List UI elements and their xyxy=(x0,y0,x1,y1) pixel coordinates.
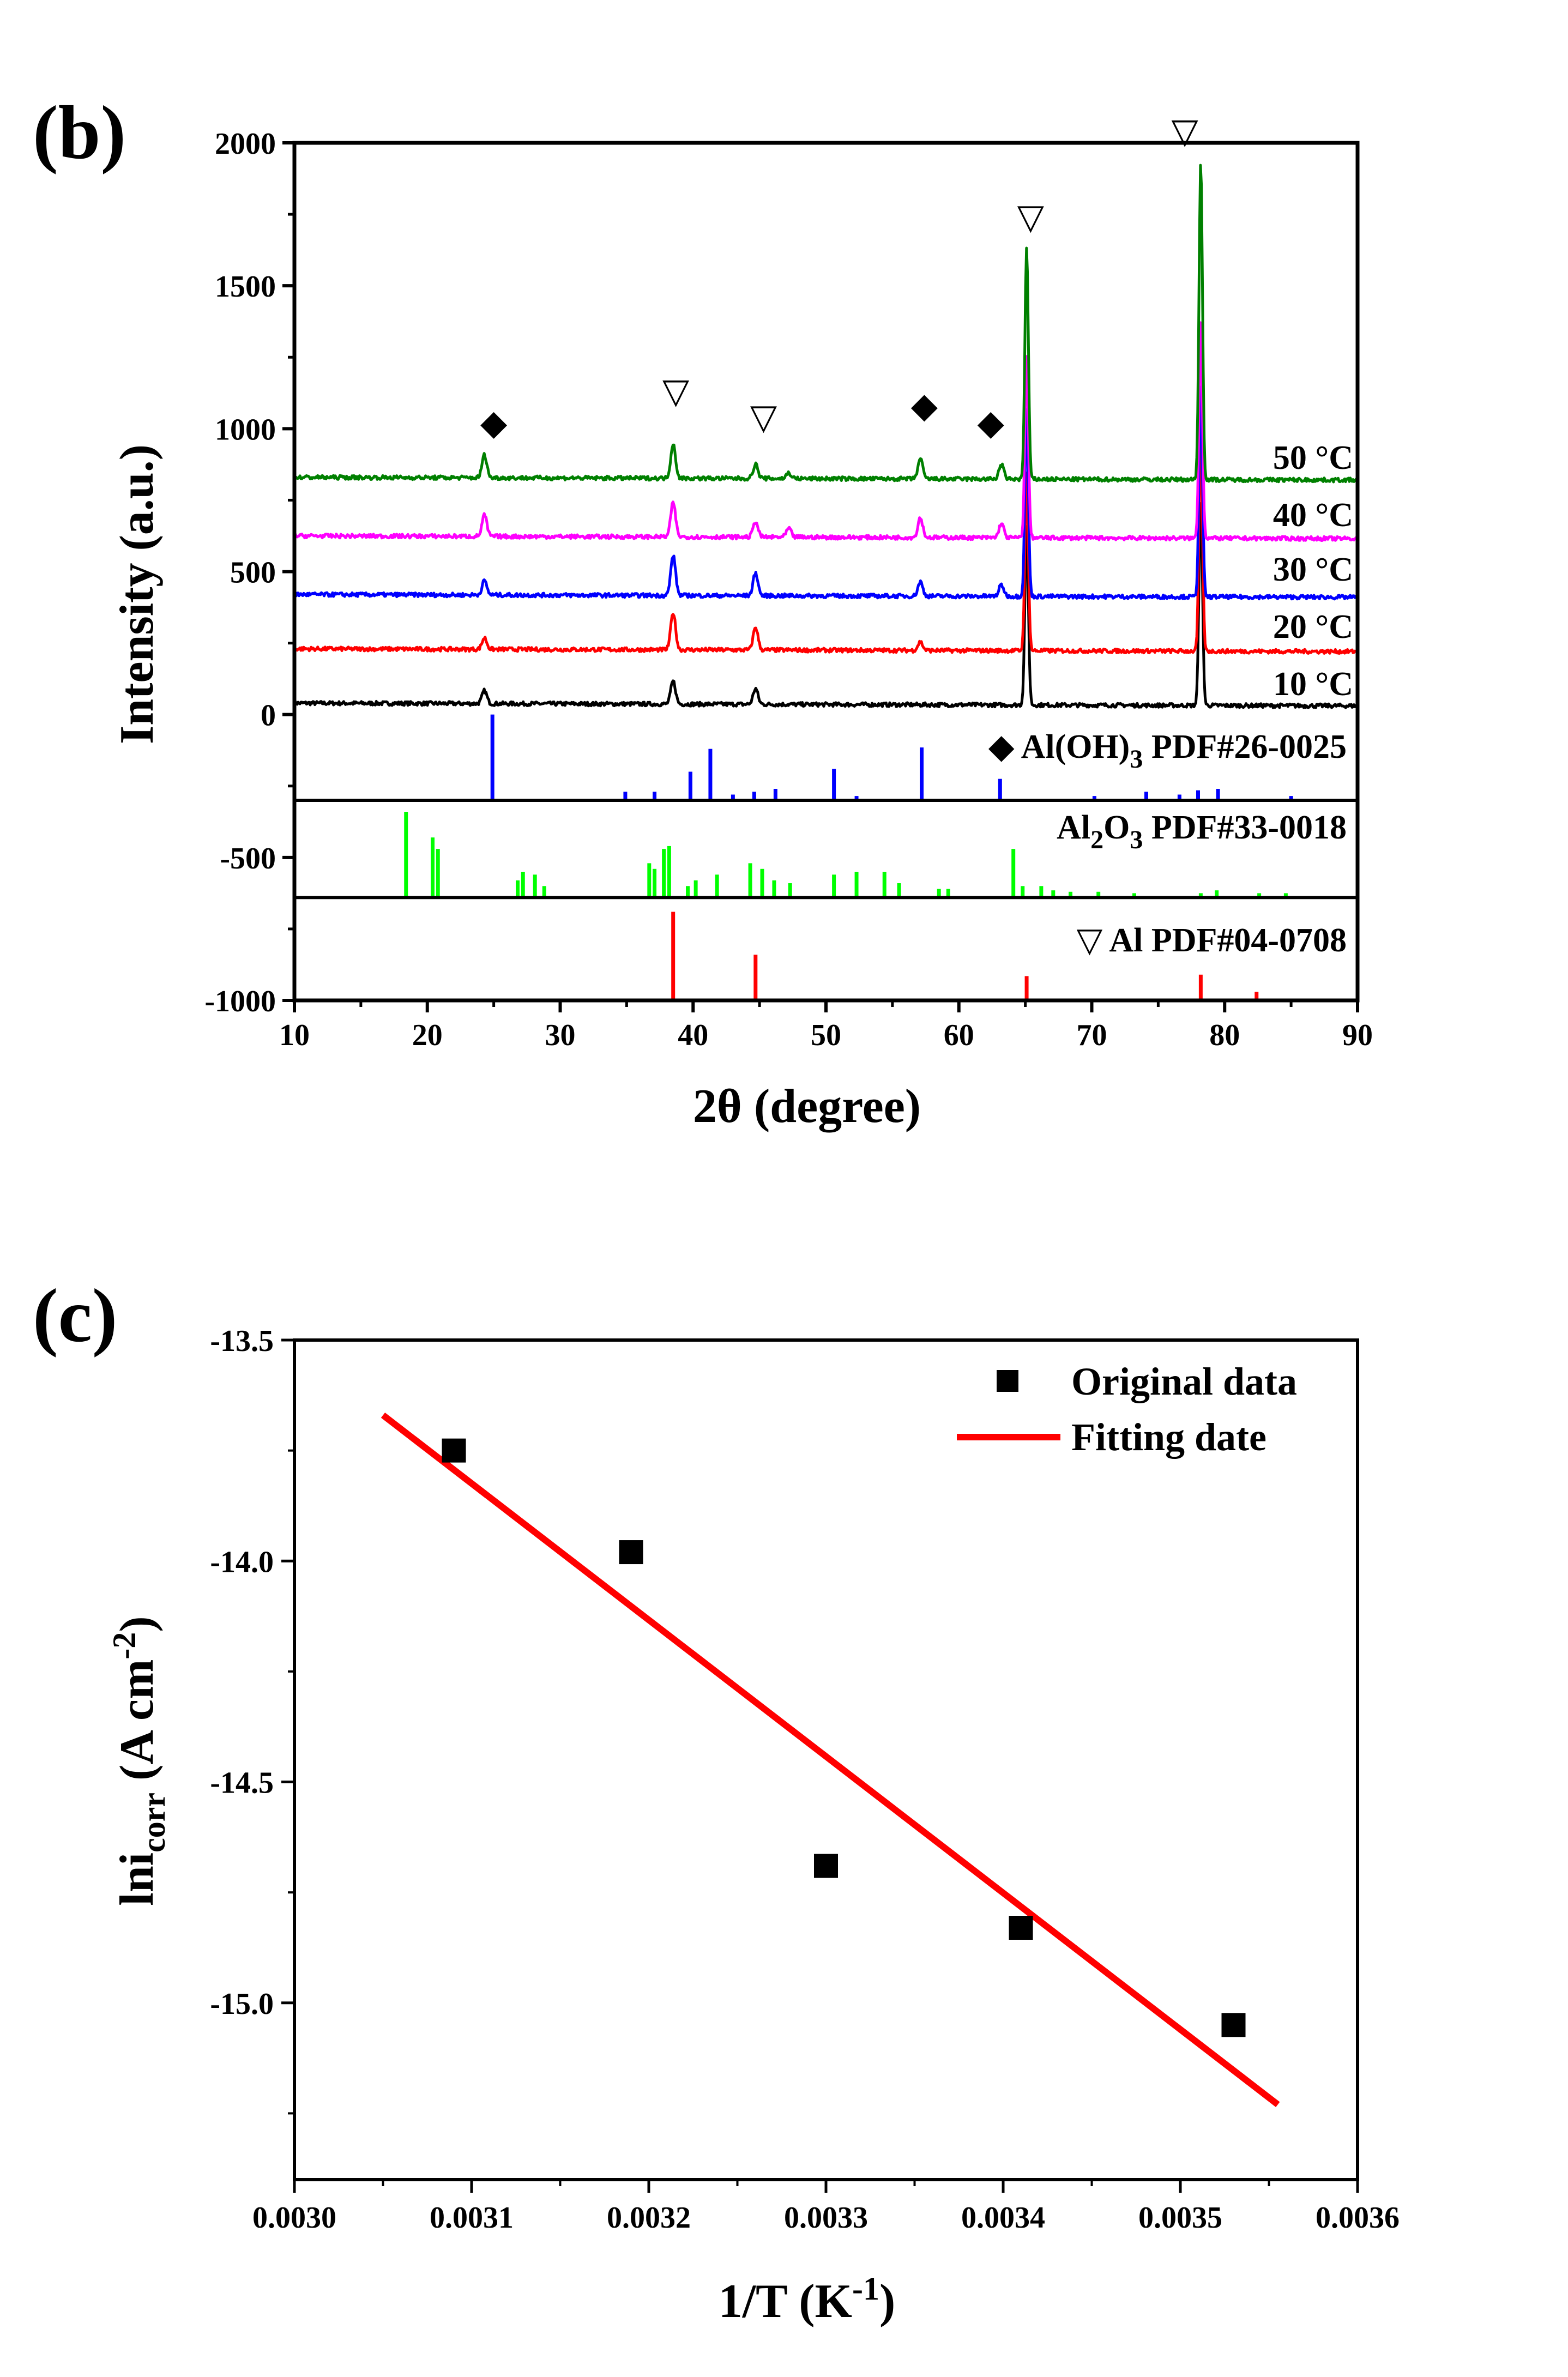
series-trace xyxy=(293,433,1358,655)
y-tick-label: -14.0 xyxy=(210,1545,274,1579)
reference-patterns xyxy=(294,714,1358,1000)
y-axis-title-b: Intensity (a.u.) xyxy=(111,444,164,744)
y-tick-label: -1000 xyxy=(204,985,276,1018)
series-labels: 10 °C 20 °C 30 °C 40 °C 50 °C xyxy=(1273,439,1353,703)
series-trace xyxy=(293,321,1358,542)
y-axis-ticks-c: -13.5 -14.0 -14.5 -15.0 xyxy=(210,1324,294,2115)
series-label: 40 °C xyxy=(1273,497,1353,534)
data-point xyxy=(814,1854,838,1878)
x-tick-label: 10 xyxy=(279,1018,310,1052)
x-axis-title-c: 1/T (K-1) xyxy=(719,2271,896,2328)
x-axis-title-b: 2θ (degree) xyxy=(693,1080,921,1133)
reference-label: Al2O3 PDF#33-0018 xyxy=(1057,809,1347,854)
x-tick-label: 40 xyxy=(678,1018,708,1052)
phase-marker: ◆ xyxy=(480,403,508,442)
phase-marker: ▽ xyxy=(750,397,777,436)
panel-label-c: (c) xyxy=(33,1274,117,1358)
x-tick-label: 90 xyxy=(1342,1018,1373,1052)
reference-label: ◆ Al(OH)3 PDF#26-0025 xyxy=(988,728,1347,774)
y-axis-ticks-b: 2000 1500 1000 500 0 -500 -1000 xyxy=(204,127,294,1018)
data-point xyxy=(1009,1916,1033,1940)
phase-marker: ▽ xyxy=(662,372,690,411)
reference-labels: ◆ Al(OH)3 PDF#26-0025 Al2O3 PDF#33-0018 ▽ … xyxy=(988,728,1347,959)
phase-marker: ▽ xyxy=(1017,197,1045,236)
x-tick-label: 80 xyxy=(1209,1018,1240,1052)
legend-c: Original data Fitting date xyxy=(957,1360,1297,1459)
phase-marker: ◆ xyxy=(978,403,1005,442)
y-tick-label: -500 xyxy=(220,842,276,876)
phase-marker: ◆ xyxy=(911,386,938,425)
reference-label: ▽ Al PDF#04-0708 xyxy=(1077,922,1347,959)
legend-label: Original data xyxy=(1071,1360,1297,1403)
legend-marker-square xyxy=(997,1370,1018,1392)
x-tick-label: 20 xyxy=(412,1018,443,1052)
y-tick-label: -14.5 xyxy=(210,1766,274,1800)
x-tick-label: 70 xyxy=(1077,1018,1107,1052)
y-tick-label: 1500 xyxy=(215,270,276,304)
y-axis-title-c: lnicorr (A cm-2) xyxy=(106,1616,172,1905)
original-data-points xyxy=(442,1438,1246,2037)
data-point xyxy=(1221,2013,1246,2037)
series-trace xyxy=(294,385,1358,601)
x-axis-ticks-b: 10 20 30 40 50 60 70 80 90 xyxy=(279,1000,1373,1052)
x-tick-label: 0.0031 xyxy=(430,2201,514,2235)
data-point xyxy=(619,1540,643,1565)
x-tick-label: 0.0033 xyxy=(784,2201,868,2235)
fitting-line xyxy=(381,1413,1280,2107)
x-tick-label: 0.0032 xyxy=(607,2201,691,2235)
x-tick-label: 0.0034 xyxy=(961,2201,1045,2235)
x-tick-label: 30 xyxy=(545,1018,576,1052)
x-tick-label: 60 xyxy=(944,1018,974,1052)
series-label: 10 °C xyxy=(1273,666,1353,703)
y-tick-label: -15.0 xyxy=(210,1987,274,2021)
series-trace xyxy=(293,164,1358,484)
x-tick-label: 0.0035 xyxy=(1138,2201,1222,2235)
y-tick-label: 500 xyxy=(230,556,276,590)
phase-markers: ◆▽▽ ◆ ◆▽▽ xyxy=(480,112,1199,442)
legend-label: Fitting date xyxy=(1071,1415,1267,1459)
y-tick-label: 2000 xyxy=(215,127,276,161)
x-axis-ticks-c: 0.0030 0.0031 0.0032 0.0033 0.0034 0.0035 0.00… xyxy=(252,2180,1400,2235)
x-tick-label: 50 xyxy=(811,1018,841,1052)
xrd-series xyxy=(293,164,1358,709)
x-tick-label: 0.0030 xyxy=(252,2201,336,2235)
fit-line xyxy=(381,1413,1280,2107)
series-trace xyxy=(293,502,1358,709)
series-label: 50 °C xyxy=(1273,439,1353,476)
y-tick-label: 0 xyxy=(261,699,276,733)
x-tick-label: 0.0036 xyxy=(1316,2201,1400,2235)
panel-label-b: (b) xyxy=(33,91,126,175)
y-tick-label: -13.5 xyxy=(210,1324,274,1358)
series-label: 30 °C xyxy=(1273,551,1353,588)
series-label: 20 °C xyxy=(1273,608,1353,645)
xrd-chart: (b) ◆▽▽ ◆ ◆▽▽ 10 20 30 40 50 60 70 80 90 200015001… xyxy=(33,91,1373,1133)
y-tick-label: 1000 xyxy=(215,413,276,447)
data-point xyxy=(442,1438,466,1463)
arrhenius-chart: (c) 0.0030 0.0031 0.0032 0.0033 0.0034 0.0035… xyxy=(33,1274,1400,2328)
